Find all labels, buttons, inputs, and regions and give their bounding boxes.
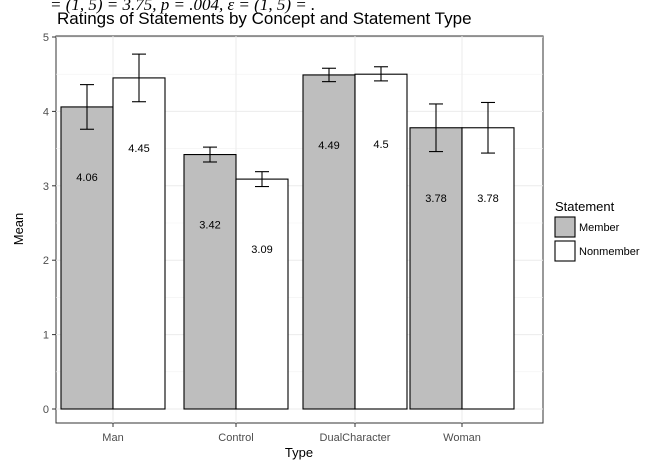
data-label: 3.78 — [425, 193, 446, 205]
error-bar — [481, 101, 495, 154]
bar-member-control — [183, 154, 237, 410]
y-tick-label: 2 — [43, 255, 49, 267]
error-bar — [203, 146, 217, 163]
legend-title: Statement — [555, 199, 615, 214]
error-bar — [80, 84, 94, 130]
error-bar — [374, 66, 388, 82]
bar-nonmember-man — [112, 77, 166, 410]
x-axis: Man Control DualCharacter Woman — [102, 423, 481, 444]
error-bar — [429, 103, 443, 153]
bar-nonmember-dualcharacter — [354, 73, 408, 410]
data-label: 3.42 — [199, 220, 220, 232]
chart-title: Ratings of Statements by Concept and Sta… — [57, 9, 472, 28]
y-axis-title: Mean — [11, 213, 26, 246]
data-label: 3.09 — [251, 244, 272, 256]
y-axis: 0 1 2 3 4 5 — [43, 32, 56, 416]
bar-member-man — [60, 106, 114, 410]
bar-member-dualcharacter — [302, 74, 356, 410]
data-label: 4.45 — [128, 143, 149, 155]
y-tick-label: 5 — [43, 32, 49, 44]
legend-key-nonmember — [554, 240, 576, 262]
x-tick-label: Control — [218, 432, 253, 444]
y-tick-label: 0 — [43, 404, 49, 416]
top-caption: = (1, 5) = 3.75, p = .004, ε = (1, 5) = … — [50, 0, 315, 14]
legend-key-member — [554, 216, 576, 238]
bar-nonmember-woman — [461, 127, 515, 410]
y-tick-label: 4 — [43, 106, 49, 118]
bar-nonmember-control — [235, 178, 289, 410]
error-bars-layer — [80, 53, 495, 188]
y-tick-label: 3 — [43, 181, 49, 193]
error-bar — [322, 67, 336, 83]
data-label: 4.49 — [318, 140, 339, 152]
x-tick-label: DualCharacter — [320, 432, 391, 444]
data-label: 3.78 — [477, 193, 498, 205]
bar-member-woman — [409, 127, 463, 410]
error-bar — [132, 53, 146, 103]
x-tick-label: Woman — [443, 432, 481, 444]
y-tick-label: 1 — [43, 330, 49, 342]
data-label: 4.06 — [76, 172, 97, 184]
legend: Statement Member Nonmember — [554, 199, 640, 262]
bars-layer — [60, 73, 515, 410]
legend-label-member: Member — [579, 222, 620, 234]
data-labels-layer: 4.06 3.42 4.49 3.78 4.45 3.09 4.5 3.78 — [76, 139, 498, 256]
x-axis-title: Type — [285, 445, 313, 460]
x-tick-label: Man — [102, 432, 123, 444]
error-bar — [255, 171, 269, 188]
data-label: 4.5 — [373, 139, 388, 151]
legend-label-nonmember: Nonmember — [579, 246, 640, 258]
